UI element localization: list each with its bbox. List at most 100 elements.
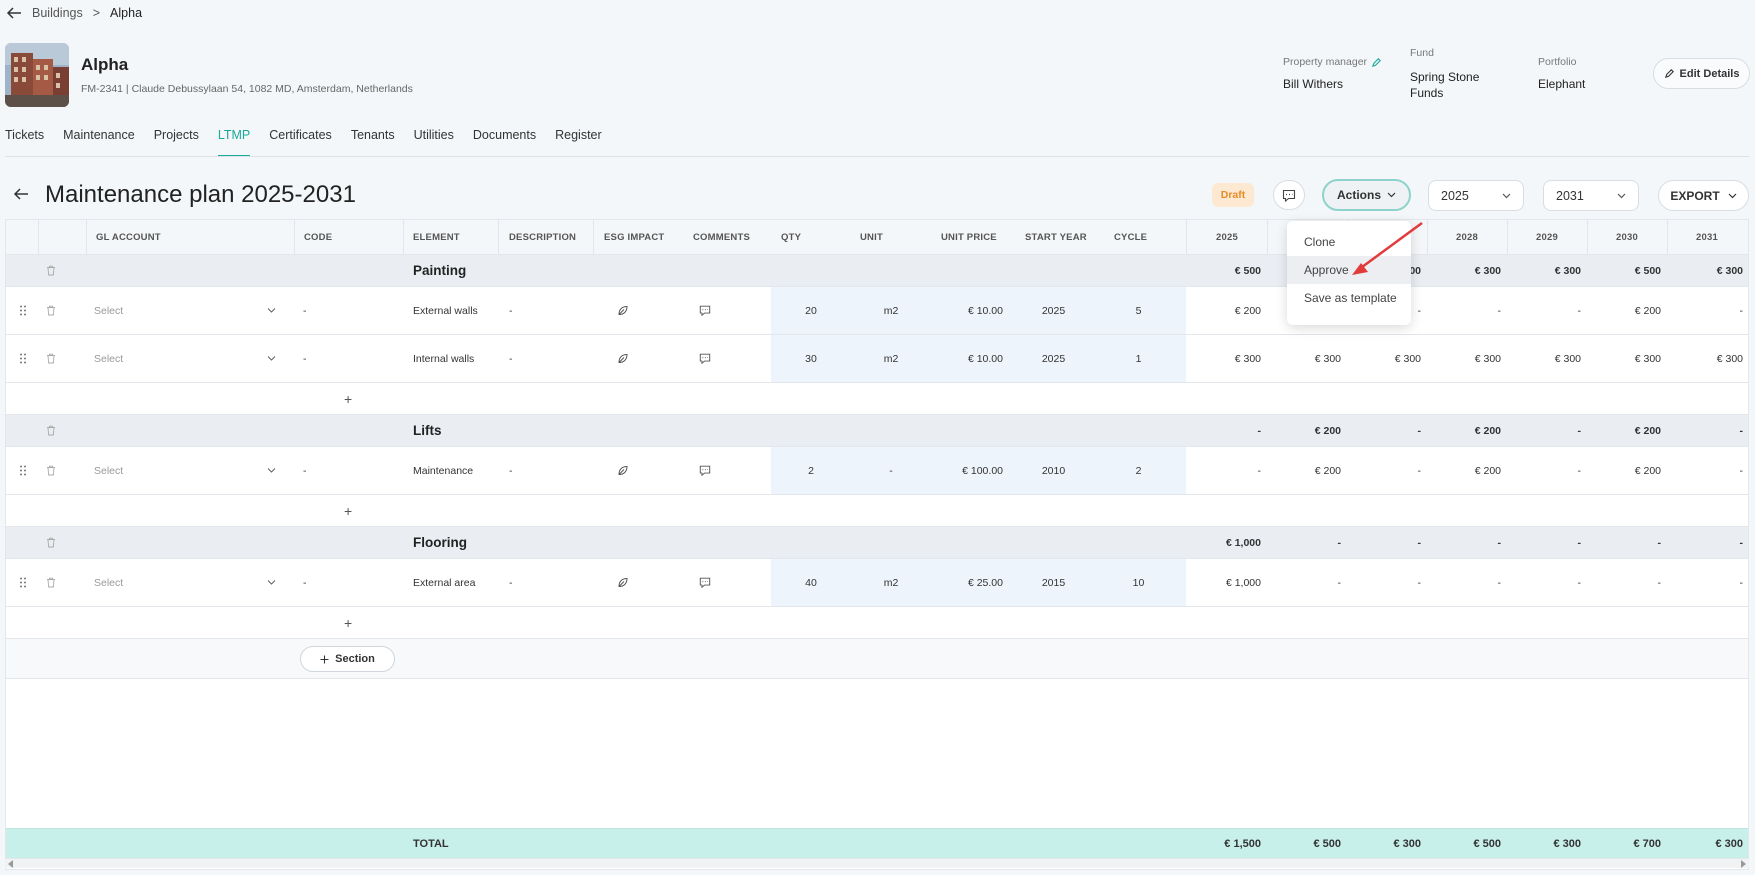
start-year-cell[interactable]: 2025 — [1041, 304, 1066, 317]
end-year-select[interactable]: 2031 — [1543, 180, 1639, 211]
col-comments[interactable]: COMMENTS — [693, 231, 751, 243]
tab-certificates[interactable]: Certificates — [269, 128, 332, 142]
tab-tenants[interactable]: Tenants — [350, 128, 395, 142]
code-cell[interactable]: - — [303, 464, 307, 477]
col-esg-impact[interactable]: ESG IMPACT — [604, 231, 665, 243]
add-row-button[interactable]: + — [344, 614, 353, 631]
tab-maintenance[interactable]: Maintenance — [63, 128, 135, 142]
code-cell[interactable]: - — [303, 352, 307, 365]
comment-icon[interactable] — [699, 559, 711, 606]
chevron-down-icon[interactable] — [267, 447, 276, 494]
trash-icon[interactable] — [46, 255, 56, 286]
trash-icon[interactable] — [46, 287, 56, 334]
qty-cell[interactable]: 2 — [808, 464, 814, 477]
unit-price-cell[interactable]: € 25.00 — [967, 576, 1003, 589]
drag-handle-icon[interactable] — [19, 335, 27, 382]
unit-cell[interactable]: m2 — [883, 352, 899, 365]
trash-icon[interactable] — [46, 335, 56, 382]
unit-price-cell[interactable]: € 10.00 — [967, 304, 1003, 317]
unit-cell[interactable]: m2 — [883, 576, 899, 589]
chevron-down-icon[interactable] — [267, 335, 276, 382]
col-gl-account[interactable]: GL ACCOUNT — [96, 231, 161, 243]
leaf-icon[interactable] — [617, 335, 629, 382]
tab-register[interactable]: Register — [555, 128, 602, 142]
back-arrow-icon[interactable] — [13, 187, 29, 201]
export-button[interactable]: EXPORT — [1658, 180, 1749, 211]
description-cell[interactable]: - — [509, 304, 513, 317]
col-unit-price[interactable]: UNIT PRICE — [941, 231, 997, 243]
leaf-icon[interactable] — [617, 559, 629, 606]
breadcrumb-buildings[interactable]: Buildings — [32, 6, 83, 20]
cycle-cell[interactable]: 10 — [1132, 576, 1145, 589]
actions-button[interactable]: Actions — [1322, 179, 1411, 211]
code-cell[interactable]: - — [303, 576, 307, 589]
code-cell[interactable]: - — [303, 304, 307, 317]
trash-icon[interactable] — [46, 527, 56, 558]
cycle-cell[interactable]: 5 — [1135, 304, 1142, 317]
pencil-icon[interactable] — [1371, 57, 1382, 68]
comment-icon[interactable] — [699, 335, 711, 382]
col-cycle[interactable]: CYCLE — [1114, 231, 1148, 243]
chevron-down-icon[interactable] — [267, 287, 276, 334]
cycle-cell[interactable]: 1 — [1135, 352, 1142, 365]
gl-account-select[interactable]: Select — [94, 352, 124, 365]
horizontal-scrollbar[interactable] — [5, 858, 1749, 868]
unit-price-cell[interactable]: € 100.00 — [962, 464, 1003, 477]
drag-handle-icon[interactable] — [19, 287, 27, 334]
start-year-cell[interactable]: 2010 — [1041, 464, 1066, 477]
chevron-down-icon[interactable] — [267, 559, 276, 606]
add-row-button[interactable]: + — [344, 390, 353, 407]
qty-cell[interactable]: 30 — [805, 352, 817, 365]
start-year-cell[interactable]: 2015 — [1041, 576, 1066, 589]
element-cell[interactable]: Maintenance — [413, 464, 474, 477]
element-cell[interactable]: Internal walls — [413, 352, 475, 365]
element-cell[interactable]: External area — [413, 576, 476, 589]
start-year-select[interactable]: 2025 — [1428, 180, 1524, 211]
gl-account-select[interactable]: Select — [94, 464, 124, 477]
tab-utilities[interactable]: Utilities — [413, 128, 454, 142]
col-unit[interactable]: UNIT — [860, 231, 883, 243]
col-year-7[interactable]: 2031 — [1696, 231, 1718, 243]
cycle-cell[interactable]: 2 — [1135, 464, 1142, 477]
back-arrow-icon[interactable] — [6, 6, 22, 20]
unit-price-cell[interactable]: € 10.00 — [967, 352, 1003, 365]
add-row-button[interactable]: + — [344, 502, 353, 519]
col-qty[interactable]: QTY — [781, 231, 802, 243]
element-cell[interactable]: External walls — [413, 304, 478, 317]
qty-cell[interactable]: 40 — [805, 576, 817, 589]
trash-icon[interactable] — [46, 447, 56, 494]
edit-details-button[interactable]: Edit Details — [1653, 58, 1750, 89]
comments-button[interactable] — [1273, 180, 1305, 210]
start-year-cell[interactable]: 2025 — [1041, 352, 1066, 365]
leaf-icon[interactable] — [617, 287, 629, 334]
description-cell[interactable]: - — [509, 352, 513, 365]
description-cell[interactable]: - — [509, 464, 513, 477]
drag-handle-icon[interactable] — [19, 447, 27, 494]
qty-cell[interactable]: 20 — [805, 304, 817, 317]
scroll-left-icon[interactable] — [8, 860, 14, 868]
menu-item-approve[interactable]: Approve — [1287, 256, 1411, 284]
scroll-right-icon[interactable] — [1740, 860, 1746, 868]
col-year-1[interactable]: 2025 — [1216, 231, 1238, 243]
description-cell[interactable]: - — [509, 576, 513, 589]
trash-icon[interactable] — [46, 415, 56, 446]
tab-documents[interactable]: Documents — [472, 128, 537, 142]
tab-ltmp[interactable]: LTMP — [217, 128, 251, 157]
trash-icon[interactable] — [46, 559, 56, 606]
col-year-4[interactable]: 2028 — [1456, 231, 1478, 243]
col-element[interactable]: ELEMENT — [413, 231, 460, 243]
col-description[interactable]: DESCRIPTION — [509, 231, 577, 243]
col-start-year[interactable]: START YEAR — [1025, 231, 1087, 243]
tab-tickets[interactable]: Tickets — [5, 128, 45, 142]
col-year-5[interactable]: 2029 — [1536, 231, 1558, 243]
leaf-icon[interactable] — [617, 447, 629, 494]
drag-handle-icon[interactable] — [19, 559, 27, 606]
unit-cell[interactable]: - — [889, 464, 893, 477]
unit-cell[interactable]: m2 — [883, 304, 899, 317]
col-year-6[interactable]: 2030 — [1616, 231, 1638, 243]
tab-projects[interactable]: Projects — [153, 128, 199, 142]
gl-account-select[interactable]: Select — [94, 576, 124, 589]
menu-item-clone[interactable]: Clone — [1304, 235, 1336, 249]
add-section-button[interactable]: Section — [300, 646, 395, 672]
col-code[interactable]: CODE — [304, 231, 333, 243]
